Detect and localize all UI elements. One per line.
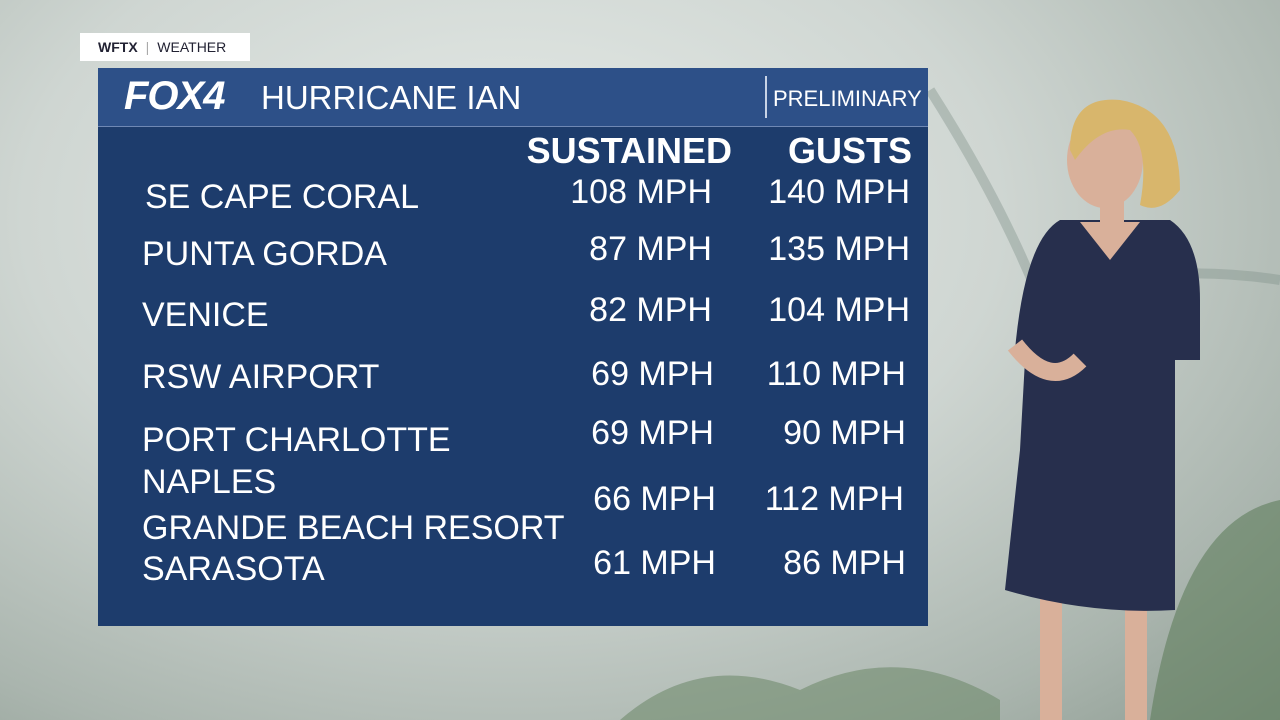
foliage	[1150, 500, 1280, 720]
gusts-value: 112 MPH	[764, 480, 904, 518]
gusts-value: 86 MPH	[783, 544, 906, 582]
divider	[765, 76, 767, 118]
sustained-value: 69 MPH	[591, 355, 714, 393]
station-chip: WFTX | WEATHER	[80, 33, 250, 61]
sustained-value: 87 MPH	[589, 230, 712, 268]
foliage	[620, 667, 1000, 720]
column-header: SUSTAINED	[526, 130, 732, 171]
panel-header: FOX4 HURRICANE IAN PRELIMINARY	[98, 68, 928, 127]
badge: PRELIMINARY	[773, 86, 922, 111]
gusts-value: 104 MPH	[768, 291, 910, 329]
sustained-value: 66 MPH	[593, 480, 716, 518]
call-sign: WFTX	[98, 39, 138, 55]
panel-title: HURRICANE IAN	[261, 79, 522, 116]
section: WEATHER	[157, 39, 227, 55]
sustained-value: 108 MPH	[570, 173, 712, 211]
sustained-value: 69 MPH	[591, 414, 714, 452]
location: PORT CHARLOTTE	[142, 421, 451, 459]
gusts-value: 140 MPH	[768, 173, 910, 211]
location: NAPLES	[142, 463, 277, 501]
gusts-value: 110 MPH	[766, 355, 906, 393]
sustained-value: 82 MPH	[589, 291, 712, 329]
location: RSW AIRPORT	[142, 358, 380, 396]
location: VENICE	[142, 296, 269, 334]
presenter	[1005, 99, 1200, 720]
gusts-value: 90 MPH	[783, 414, 906, 452]
location: SARASOTA	[142, 550, 325, 588]
column-header: GUSTS	[787, 130, 912, 171]
divider: |	[145, 39, 150, 55]
sustained-value: 61 MPH	[593, 544, 716, 582]
location: GRANDE BEACH RESORT	[142, 509, 565, 547]
location: PUNTA GORDA	[142, 235, 387, 273]
gusts-value: 135 MPH	[768, 230, 910, 268]
logo: FOX4	[124, 74, 225, 118]
location: SE CAPE CORAL	[145, 178, 419, 216]
data-panel: FOX4 HURRICANE IAN PRELIMINARY SUSTAINED…	[98, 68, 928, 626]
